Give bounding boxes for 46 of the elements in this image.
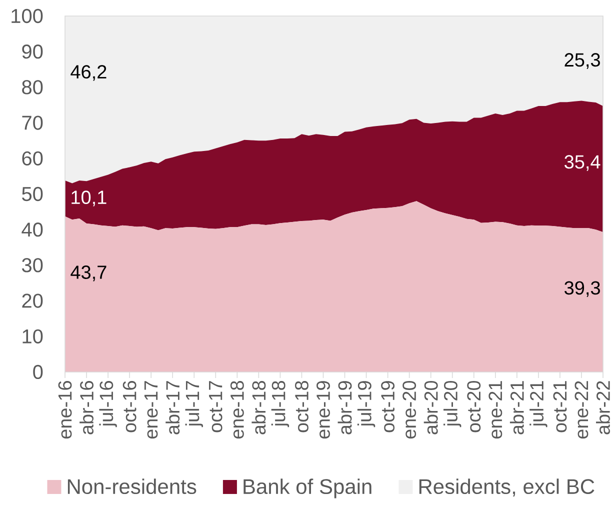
x-tick-label: oct-17 (209, 381, 222, 432)
x-tick-label: abr-17 (166, 381, 180, 434)
x-tick-label: abr-16 (80, 381, 94, 434)
data-label: 25,3 (564, 53, 600, 69)
y-tick-label: 40 (22, 222, 43, 237)
x-tick-label: jul-17 (185, 381, 203, 428)
y-tick-label: 70 (22, 116, 43, 130)
data-label: 35,4 (564, 155, 600, 171)
x-tick-label: ene-18 (230, 381, 244, 439)
x-tick-label: abr-22 (596, 381, 610, 434)
data-label: 10,1 (72, 190, 106, 206)
x-tick-label: ene-17 (144, 381, 158, 439)
y-tick-label: 60 (22, 151, 43, 166)
y-tick-label: 0 (33, 364, 43, 380)
legend-label: Non-residents (68, 478, 196, 494)
x-tick-label: jul-16 (99, 381, 117, 428)
y-tick-label: 20 (22, 294, 43, 308)
y-tick-label: 100 (12, 8, 43, 24)
x-tick-label: oct-19 (381, 381, 395, 432)
x-tick-label: ene-16 (58, 381, 72, 439)
x-tick-label: jul-20 (444, 380, 462, 428)
x-tick-label: ene-22 (574, 381, 588, 439)
x-tick-label: jul-19 (357, 381, 376, 428)
x-tick-label: abr-20 (424, 380, 438, 434)
x-tick-label: abr-19 (338, 381, 352, 434)
x-tick-label: jul-21 (530, 381, 548, 428)
data-label: 43,7 (70, 266, 106, 282)
x-tick-label: ene-19 (316, 381, 330, 439)
x-tick-label: oct-20 (467, 380, 481, 432)
data-label: 39,3 (564, 281, 600, 297)
legend-label: Bank of Spain (244, 478, 372, 498)
y-tick-label: 30 (22, 258, 43, 272)
y-tick-label: 90 (22, 44, 43, 59)
legend-label: Residents, excl BC (419, 478, 594, 497)
data-label: 46,2 (70, 65, 106, 81)
x-tick-label: oct-21 (553, 381, 567, 432)
x-tick-label: abr-21 (510, 381, 524, 434)
y-tick-label: 10 (22, 329, 43, 344)
x-tick-label: ene-20 (402, 380, 416, 439)
x-tick-label: abr-18 (252, 381, 266, 434)
x-tick-label: jul-18 (271, 381, 290, 428)
x-tick-label: ene-21 (488, 381, 502, 439)
y-tick-label: 80 (22, 80, 43, 94)
y-tick-label: 50 (22, 186, 43, 202)
x-tick-label: oct-18 (294, 381, 308, 432)
x-tick-label: oct-16 (122, 381, 136, 432)
